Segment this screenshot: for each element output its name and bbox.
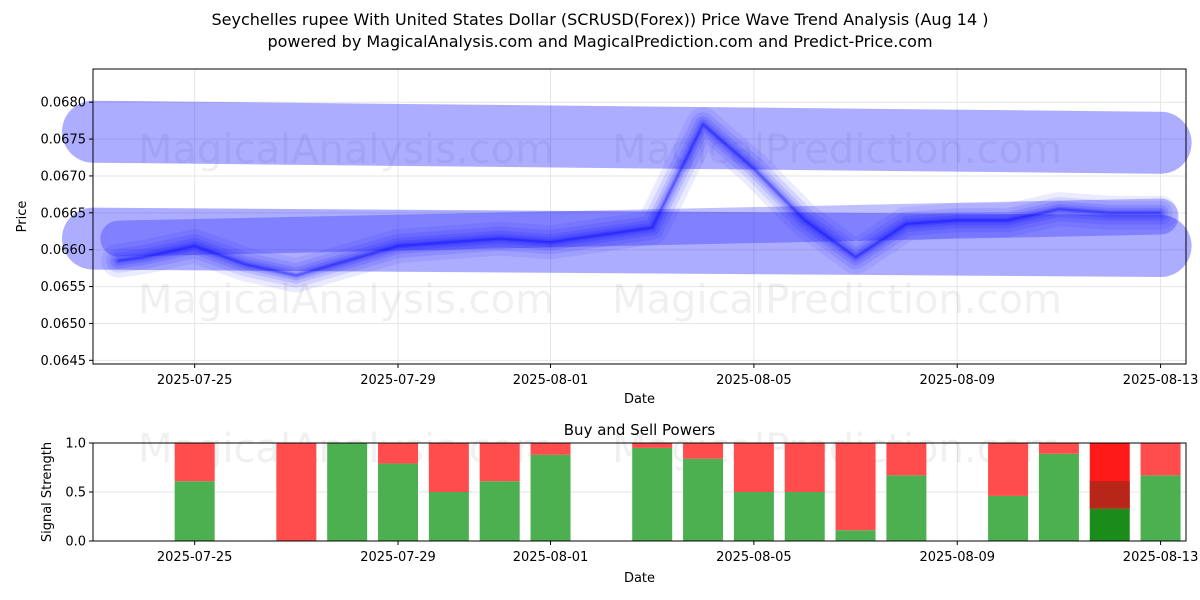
sell-bar — [784, 443, 825, 492]
buy-bar — [174, 481, 215, 541]
signal-panel: MagicalAnalysis.comMagicalPrediction.com… — [40, 421, 1198, 586]
trend-band — [62, 207, 1192, 277]
sell-bar — [378, 443, 419, 464]
price-x-tick-label: 2025-08-01 — [513, 373, 589, 388]
price-y-tick-label: 0.0660 — [41, 243, 87, 258]
trend-band — [62, 100, 1192, 174]
sell-bar — [835, 443, 876, 531]
signal-x-tick-label: 2025-08-13 — [1123, 550, 1199, 565]
signal-x-tick-label: 2025-08-01 — [513, 550, 589, 565]
price-x-tick-label: 2025-08-13 — [1123, 373, 1199, 388]
sell-bar — [886, 443, 927, 476]
price-y-tick-label: 0.0645 — [41, 354, 87, 369]
price-wave — [106, 112, 1173, 288]
price-wave — [115, 121, 1164, 278]
signal-x-tick-label: 2025-08-05 — [716, 550, 792, 565]
price-wave — [101, 107, 1178, 293]
buy-bar — [327, 443, 368, 541]
signal-y-tick-label: 1.0 — [65, 437, 86, 452]
sell-bar — [479, 443, 520, 482]
signal-y-tick-label: 0.0 — [65, 535, 86, 550]
sell-bar — [1038, 443, 1079, 454]
price-line — [118, 122, 1161, 277]
buy-bar — [784, 492, 825, 541]
overlap-bar — [1089, 481, 1130, 509]
signal-x-axis-label: Date — [624, 571, 655, 586]
price-x-tick-label: 2025-08-05 — [716, 373, 792, 388]
signal-chart-title: Buy and Sell Powers — [564, 421, 716, 439]
sell-bar — [733, 443, 774, 492]
signal-x-tick-label: 2025-07-25 — [157, 550, 233, 565]
watermark-text: MagicalAnalysis.com — [138, 127, 554, 173]
buy-bar — [1140, 475, 1181, 541]
buy-bar — [1089, 508, 1130, 541]
signal-y-axis-label: Signal Strength — [40, 442, 55, 542]
sell-bar — [276, 443, 317, 541]
price-x-tick-label: 2025-08-09 — [919, 373, 995, 388]
buy-bar — [733, 492, 774, 541]
price-x-tick-label: 2025-07-29 — [360, 373, 436, 388]
price-y-tick-label: 0.0680 — [41, 96, 87, 111]
buy-bar — [835, 530, 876, 541]
price-y-axis-label: Price — [15, 201, 30, 233]
figure-subtitle: powered by MagicalAnalysis.com and Magic… — [267, 32, 933, 51]
sell-bar — [530, 443, 571, 455]
sell-bar — [683, 443, 724, 459]
buy-bar — [632, 447, 673, 541]
buy-bar — [428, 492, 469, 541]
buy-bar — [886, 475, 927, 541]
price-wave — [110, 116, 1169, 284]
sell-bar — [1140, 443, 1181, 476]
signal-x-tick-label: 2025-07-29 — [360, 550, 436, 565]
figure-title: Seychelles rupee With United States Doll… — [211, 10, 989, 29]
watermark-text: MagicalPrediction.com — [612, 127, 1062, 173]
sell-bar — [174, 443, 215, 482]
buy-bar — [530, 454, 571, 541]
signal-y-tick-label: 0.5 — [65, 486, 86, 501]
buy-bar — [479, 481, 520, 541]
buy-bar — [1038, 453, 1079, 541]
price-wave — [113, 119, 1166, 281]
sell-bar — [428, 443, 469, 492]
price-x-tick-label: 2025-07-25 — [157, 373, 233, 388]
buy-bar — [683, 458, 724, 541]
signal-x-tick-label: 2025-08-09 — [919, 550, 995, 565]
price-y-tick-label: 0.0675 — [41, 133, 87, 148]
price-y-tick-label: 0.0650 — [41, 317, 87, 332]
trend-band-mid — [100, 198, 1179, 257]
buy-bar — [378, 463, 419, 541]
price-x-axis-label: Date — [624, 392, 655, 407]
buy-bar — [988, 495, 1029, 541]
price-axes-frame — [92, 68, 1187, 365]
price-panel: MagicalAnalysis.com MagicalPrediction.com… — [15, 68, 1199, 407]
sell-bar — [632, 443, 673, 448]
price-y-tick-label: 0.0665 — [41, 206, 87, 221]
sell-bar — [988, 443, 1029, 496]
watermark-text: MagicalAnalysis.com — [138, 277, 554, 323]
watermark-text: MagicalPrediction.com — [612, 277, 1062, 323]
price-y-tick-label: 0.0670 — [41, 169, 87, 184]
price-y-tick-label: 0.0655 — [41, 280, 87, 295]
